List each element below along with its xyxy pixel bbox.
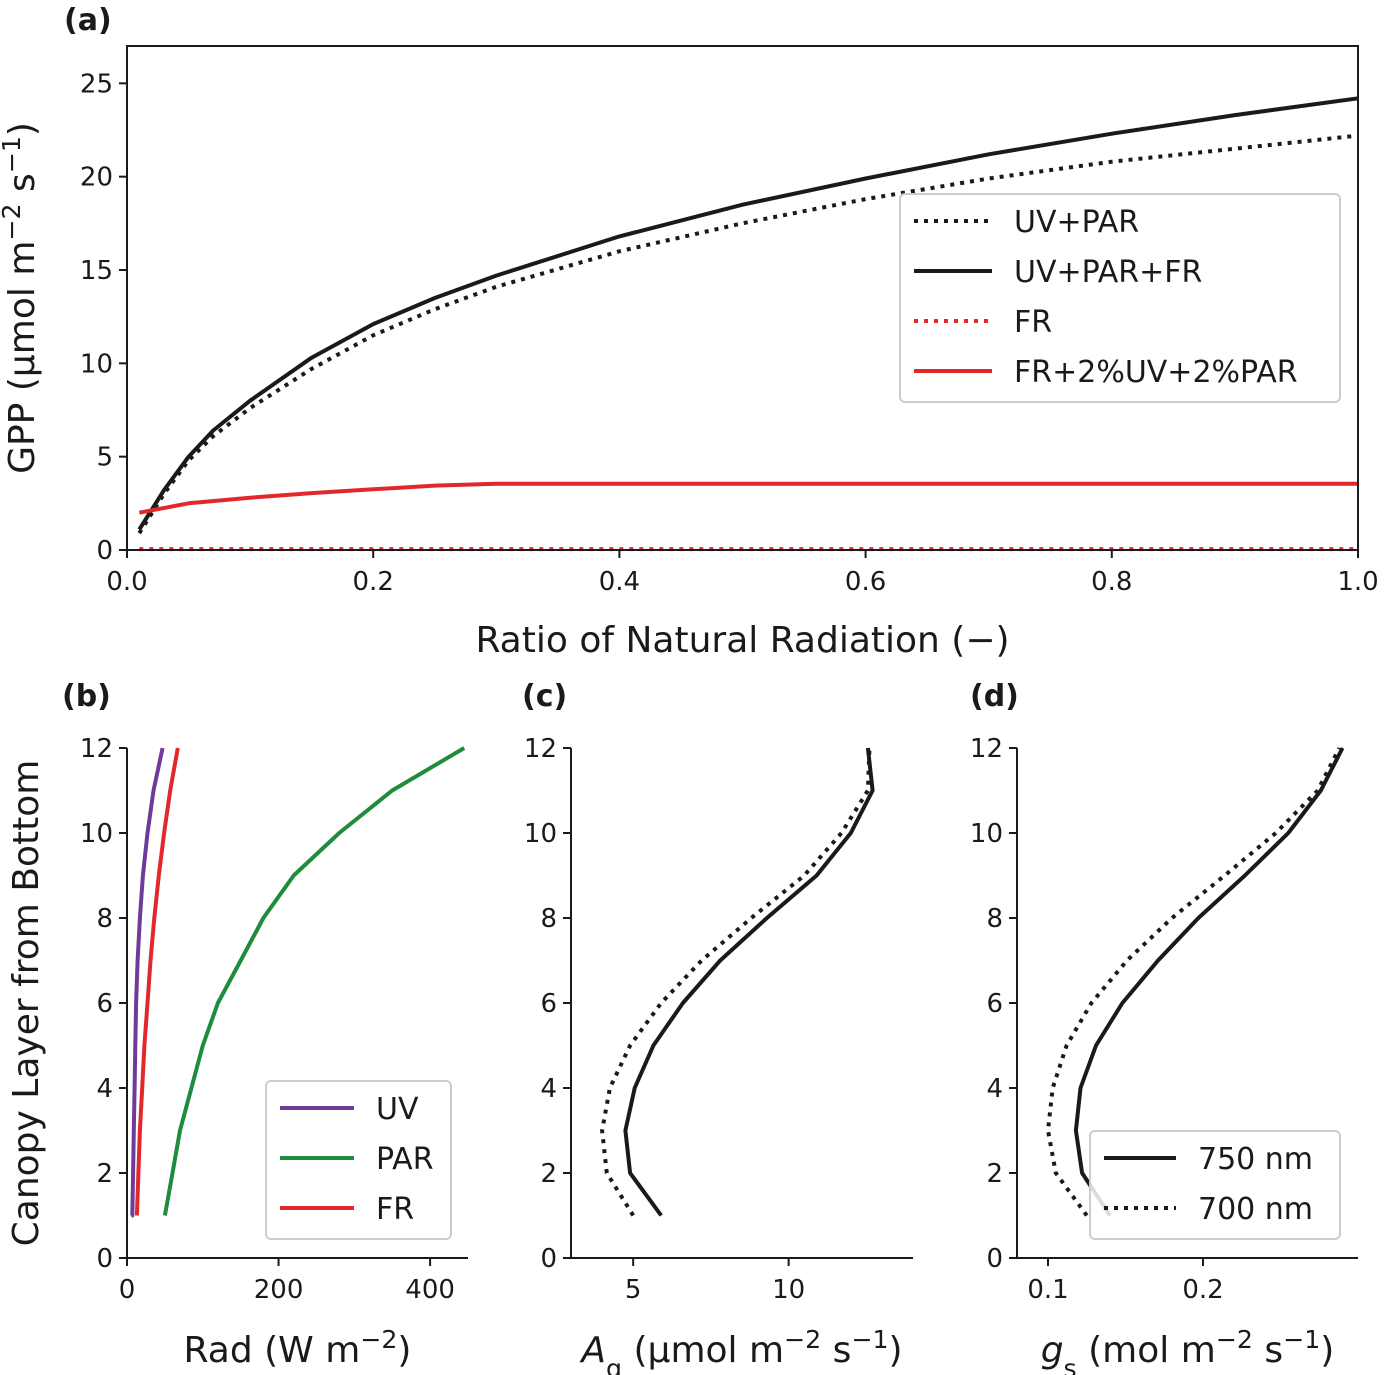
legend-label: UV+PAR+FR xyxy=(1014,255,1202,290)
series-line-b-1 xyxy=(162,746,466,1216)
series-line-a-1 xyxy=(137,96,1359,531)
legend-label: UV xyxy=(376,1092,419,1127)
y-tick-label: 15 xyxy=(80,256,113,286)
y-tick-label: 12 xyxy=(970,734,1003,764)
series-line-d-0 xyxy=(1073,747,1345,1217)
panel-a: 0.0 0.2 0.4 0.6 0.8 1.0 0 5 10 15 20 25 (a) Ratio of … xyxy=(0,3,1379,661)
y-tick-label: 10 xyxy=(524,819,557,849)
panel-label: (d) xyxy=(970,679,1019,714)
y-tick-label: 12 xyxy=(80,734,113,764)
y-tick-label: 4 xyxy=(96,1074,113,1104)
x-axis-label: Ratio of Natural Radiation (−) xyxy=(475,620,1009,661)
panel-label: (a) xyxy=(64,3,112,38)
series-line-a-3 xyxy=(138,481,1358,515)
x-axis-label: Rad (W m−2) xyxy=(184,1325,412,1372)
series-line-b-2 xyxy=(134,747,180,1216)
y-tick-label: 4 xyxy=(986,1074,1003,1104)
series-line-a-0 xyxy=(137,133,1359,535)
x-tick-label: 0.6 xyxy=(845,567,886,597)
y-tick-label: 2 xyxy=(986,1159,1003,1189)
axes-frame xyxy=(126,45,1359,551)
y-tick-label: 10 xyxy=(80,349,113,379)
y-tick-label: 6 xyxy=(540,989,557,1019)
y-tick-label: 6 xyxy=(96,989,113,1019)
y-tick-label: 0 xyxy=(96,1244,113,1274)
x-tick-label: 5 xyxy=(625,1275,642,1305)
x-tick-label: 0 xyxy=(119,1275,136,1305)
legend-label: FR xyxy=(376,1192,414,1227)
panel-c: 5 10 0 2 4 6 8 10 12 (c) Ag (μmol m−2 s−1) xyxy=(522,679,913,1375)
y-tick-label: 20 xyxy=(80,163,113,193)
y-tick-label: 2 xyxy=(540,1159,557,1189)
y-axis-label: Canopy Layer from Bottom xyxy=(6,760,47,1247)
x-tick-label: 0.8 xyxy=(1091,567,1132,597)
panel-d: 0.1 0.2 0 2 4 6 8 10 12 (d) gs (mol m−2 s−1) xyxy=(970,679,1358,1375)
series-line-c-1 xyxy=(600,747,872,1217)
y-tick-label: 6 xyxy=(986,989,1003,1019)
legend-label: FR xyxy=(1014,305,1052,340)
y-tick-label: 4 xyxy=(540,1074,557,1104)
legend-label: FR+2%UV+2%PAR xyxy=(1014,355,1298,390)
legend-a: UV+PAR UV+PAR+FR FR FR+2%UV+2%PAR xyxy=(899,193,1341,403)
legend-label: UV+PAR xyxy=(1014,205,1139,240)
legend-label: 700 nm xyxy=(1198,1192,1313,1227)
x-tick-label: 0.4 xyxy=(599,567,640,597)
legend-label: 750 nm xyxy=(1198,1142,1313,1177)
y-tick-label: 2 xyxy=(96,1159,113,1189)
legend-b: UV PAR FR xyxy=(265,1080,452,1240)
y-tick-label: 12 xyxy=(524,734,557,764)
y-tick-label: 5 xyxy=(96,443,113,473)
x-tick-label: 1.0 xyxy=(1337,567,1378,597)
panel-label: (b) xyxy=(62,679,111,714)
legend-label: PAR xyxy=(376,1142,434,1177)
x-axis-label: gs (mol m−2 s−1) xyxy=(1041,1325,1335,1375)
legend-d: 750 nm 700 nm xyxy=(1089,1130,1341,1240)
y-tick-label: 8 xyxy=(986,904,1003,934)
panel-b: 0 200 400 0 2 4 6 8 10 12 (b) Rad (W m−2) Canopy Lay… xyxy=(6,679,468,1371)
y-tick-label: 10 xyxy=(80,819,113,849)
x-tick-label: 0.1 xyxy=(1027,1275,1068,1305)
series-line-c-0 xyxy=(623,747,875,1217)
series-line-b-0 xyxy=(130,747,165,1218)
x-tick-label: 0.2 xyxy=(353,567,394,597)
series-line-d-1 xyxy=(1046,747,1342,1217)
y-tick-label: 0 xyxy=(96,536,113,566)
x-tick-label: 10 xyxy=(772,1275,805,1305)
y-tick-label: 8 xyxy=(540,904,557,934)
x-tick-label: 400 xyxy=(405,1275,455,1305)
legend-box xyxy=(899,193,1341,403)
y-tick-label: 10 xyxy=(970,819,1003,849)
y-tick-label: 0 xyxy=(986,1244,1003,1274)
y-axis-label: GPP (μmol m−2 s−1) xyxy=(0,122,43,474)
y-tick-label: 8 xyxy=(96,904,113,934)
x-tick-label: 0.2 xyxy=(1182,1275,1223,1305)
panel-label: (c) xyxy=(522,679,567,714)
x-tick-label: 0.0 xyxy=(106,567,147,597)
y-tick-label: 0 xyxy=(540,1244,557,1274)
x-tick-label: 200 xyxy=(254,1275,304,1305)
x-axis-label: Ag (μmol m−2 s−1) xyxy=(579,1325,902,1375)
legend-box xyxy=(265,1080,452,1240)
y-tick-label: 25 xyxy=(80,69,113,99)
